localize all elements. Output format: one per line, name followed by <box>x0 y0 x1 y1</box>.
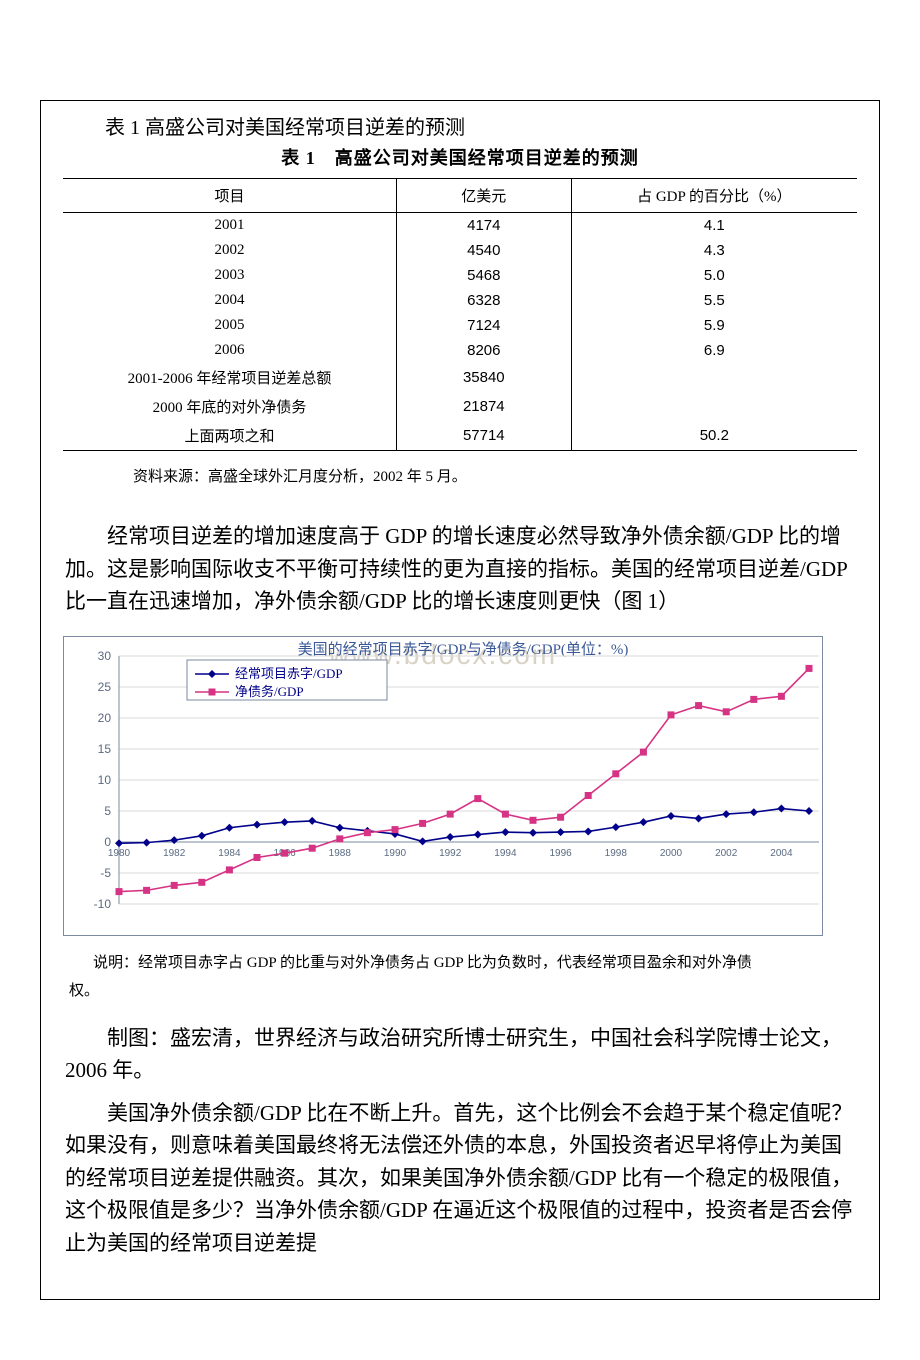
table-cell: 21874 <box>396 392 571 421</box>
svg-text:2000: 2000 <box>660 848 683 859</box>
table-wrapper: 表 1 高盛公司对美国经常项目逆差的预测 项目 亿美元 占 GDP 的百分比（%… <box>63 144 857 486</box>
table-row: 200354685.0 <box>63 263 857 288</box>
chart-footnote-2: 权。 <box>69 979 857 1000</box>
table-cell <box>571 363 857 392</box>
svg-text:1980: 1980 <box>108 848 131 859</box>
svg-text:30: 30 <box>98 649 112 663</box>
forecast-table: 项目 亿美元 占 GDP 的百分比（%） 200141744.120024540… <box>63 178 857 451</box>
table-row: 2000 年底的对外净债务21874 <box>63 392 857 421</box>
table-cell: 2004 <box>63 288 396 313</box>
svg-text:1998: 1998 <box>605 848 628 859</box>
table-cell: 2005 <box>63 313 396 338</box>
table-cell: 上面两项之和 <box>63 421 396 451</box>
svg-text:5: 5 <box>104 804 111 818</box>
document-page: 表 1 高盛公司对美国经常项目逆差的预测 表 1 高盛公司对美国经常项目逆差的预… <box>0 100 920 1360</box>
table-cell: 50.2 <box>571 421 857 451</box>
table-cell: 2002 <box>63 238 396 263</box>
svg-text:-10: -10 <box>94 897 112 911</box>
table-cell: 4540 <box>396 238 571 263</box>
th-usd: 亿美元 <box>396 179 571 213</box>
table-cell: 7124 <box>396 313 571 338</box>
table-source: 资料来源：高盛全球外汇月度分析，2002 年 5 月。 <box>133 465 857 486</box>
paragraph-2: 制图：盛宏清，世界经济与政治研究所博士研究生，中国社会科学院博士论文，2006 … <box>65 1022 855 1087</box>
table-head: 项目 亿美元 占 GDP 的百分比（%） <box>63 179 857 213</box>
table-cell: 2003 <box>63 263 396 288</box>
table-caption-outer: 表 1 高盛公司对美国经常项目逆差的预测 <box>55 111 865 140</box>
table-cell <box>571 392 857 421</box>
table-cell: 2001 <box>63 213 396 239</box>
paragraph-3: 美国净外债余额/GDP 比在不断上升。首先，这个比例会不会趋于某个稳定值呢？如果… <box>65 1097 855 1260</box>
chart-svg: www.bdocx.com美国的经常项目赤字/GDP与净债务/GDP(单位：%)… <box>63 636 823 936</box>
svg-text:1996: 1996 <box>549 848 572 859</box>
table-cell: 4.3 <box>571 238 857 263</box>
content-frame: 表 1 高盛公司对美国经常项目逆差的预测 表 1 高盛公司对美国经常项目逆差的预… <box>40 100 880 1300</box>
table-row: 2001-2006 年经常项目逆差总额35840 <box>63 363 857 392</box>
table-cell: 5.0 <box>571 263 857 288</box>
svg-text:经常项目赤字/GDP: 经常项目赤字/GDP <box>235 666 343 681</box>
table-row: 上面两项之和5771450.2 <box>63 421 857 451</box>
table-cell: 57714 <box>396 421 571 451</box>
th-project: 项目 <box>63 179 396 213</box>
svg-text:0: 0 <box>104 835 111 849</box>
svg-text:25: 25 <box>98 680 112 694</box>
svg-text:10: 10 <box>98 773 112 787</box>
svg-text:净债务/GDP: 净债务/GDP <box>235 684 304 699</box>
table-body: 200141744.1200245404.3200354685.02004632… <box>63 213 857 451</box>
table-row: 200463285.5 <box>63 288 857 313</box>
svg-text:1994: 1994 <box>494 848 517 859</box>
table-cell: 5.5 <box>571 288 857 313</box>
table-cell: 5468 <box>396 263 571 288</box>
table-row: 200141744.1 <box>63 213 857 239</box>
table-row: 200245404.3 <box>63 238 857 263</box>
table-cell: 2000 年底的对外净债务 <box>63 392 396 421</box>
svg-text:2004: 2004 <box>770 848 793 859</box>
table-row: 200571245.9 <box>63 313 857 338</box>
line-chart: www.bdocx.com美国的经常项目赤字/GDP与净债务/GDP(单位：%)… <box>63 636 823 936</box>
svg-text:美国的经常项目赤字/GDP与净债务/GDP(单位：%): 美国的经常项目赤字/GDP与净债务/GDP(单位：%) <box>298 641 629 658</box>
svg-text:1992: 1992 <box>439 848 462 859</box>
table-cell: 4174 <box>396 213 571 239</box>
svg-text:1990: 1990 <box>384 848 407 859</box>
svg-text:20: 20 <box>98 711 112 725</box>
svg-text:1984: 1984 <box>218 848 241 859</box>
table-caption-inner: 表 1 高盛公司对美国经常项目逆差的预测 <box>63 144 857 170</box>
table-cell: 8206 <box>396 338 571 363</box>
paragraph-1: 经常项目逆差的增加速度高于 GDP 的增长速度必然导致净外债余额/GDP 比的增… <box>65 520 855 618</box>
table-cell: 2006 <box>63 338 396 363</box>
svg-text:1982: 1982 <box>163 848 186 859</box>
svg-text:2002: 2002 <box>715 848 738 859</box>
table-cell: 6.9 <box>571 338 857 363</box>
table-cell: 6328 <box>396 288 571 313</box>
svg-text:-5: -5 <box>100 866 111 880</box>
table-cell: 35840 <box>396 363 571 392</box>
table-row: 200682066.9 <box>63 338 857 363</box>
th-pct: 占 GDP 的百分比（%） <box>571 179 857 213</box>
table-cell: 5.9 <box>571 313 857 338</box>
table-cell: 2001-2006 年经常项目逆差总额 <box>63 363 396 392</box>
chart-footnote-1: 说明：经常项目赤字占 GDP 的比重与对外净债务占 GDP 比为负数时，代表经常… <box>93 950 857 977</box>
svg-text:15: 15 <box>98 742 112 756</box>
table-cell: 4.1 <box>571 213 857 239</box>
svg-text:1988: 1988 <box>329 848 352 859</box>
